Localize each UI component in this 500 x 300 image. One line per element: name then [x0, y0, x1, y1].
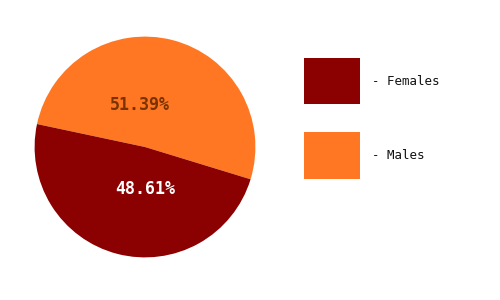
Bar: [304, 58, 360, 104]
Wedge shape: [37, 37, 256, 179]
Text: 51.39%: 51.39%: [110, 96, 170, 114]
Text: - Females: - Females: [372, 75, 440, 88]
Bar: [304, 132, 360, 178]
Text: - Males: - Males: [372, 149, 424, 162]
Wedge shape: [34, 124, 250, 257]
Text: 48.61%: 48.61%: [115, 180, 175, 198]
